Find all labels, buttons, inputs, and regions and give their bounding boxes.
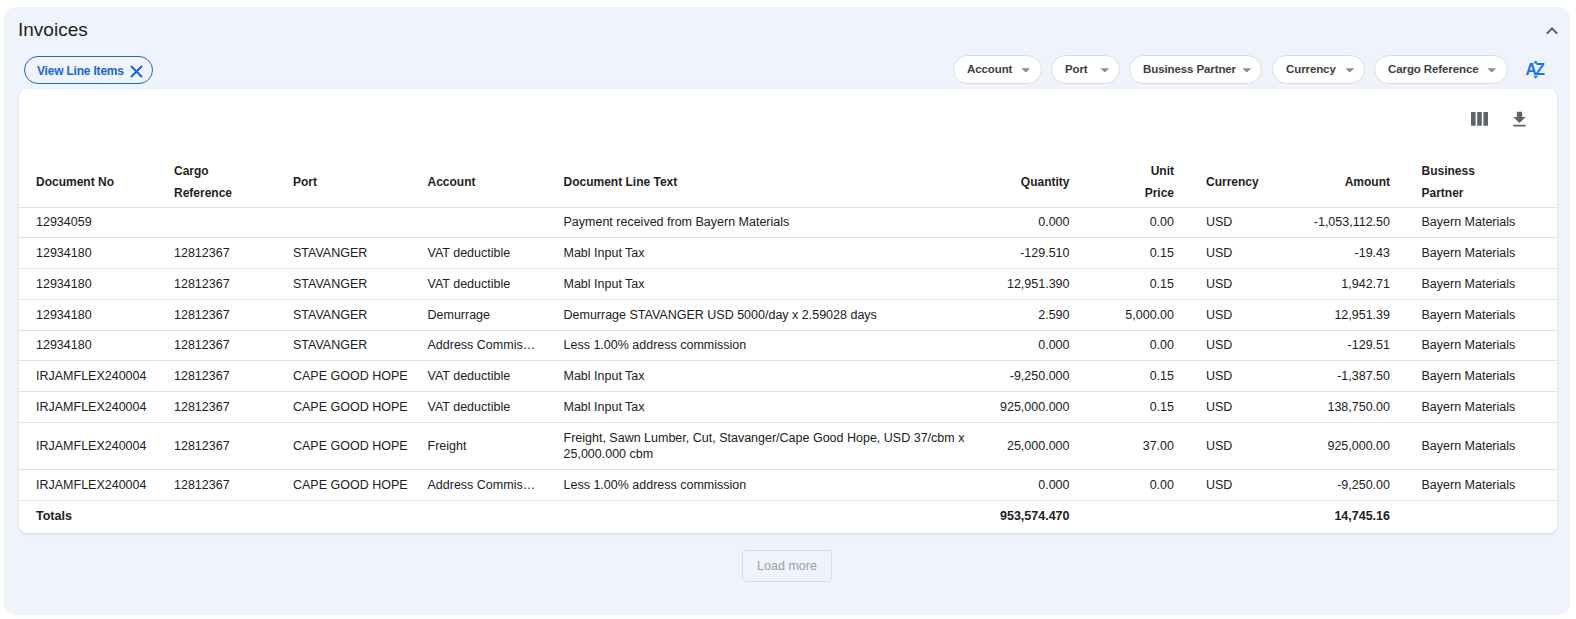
svg-text:Z: Z [1535,61,1545,78]
